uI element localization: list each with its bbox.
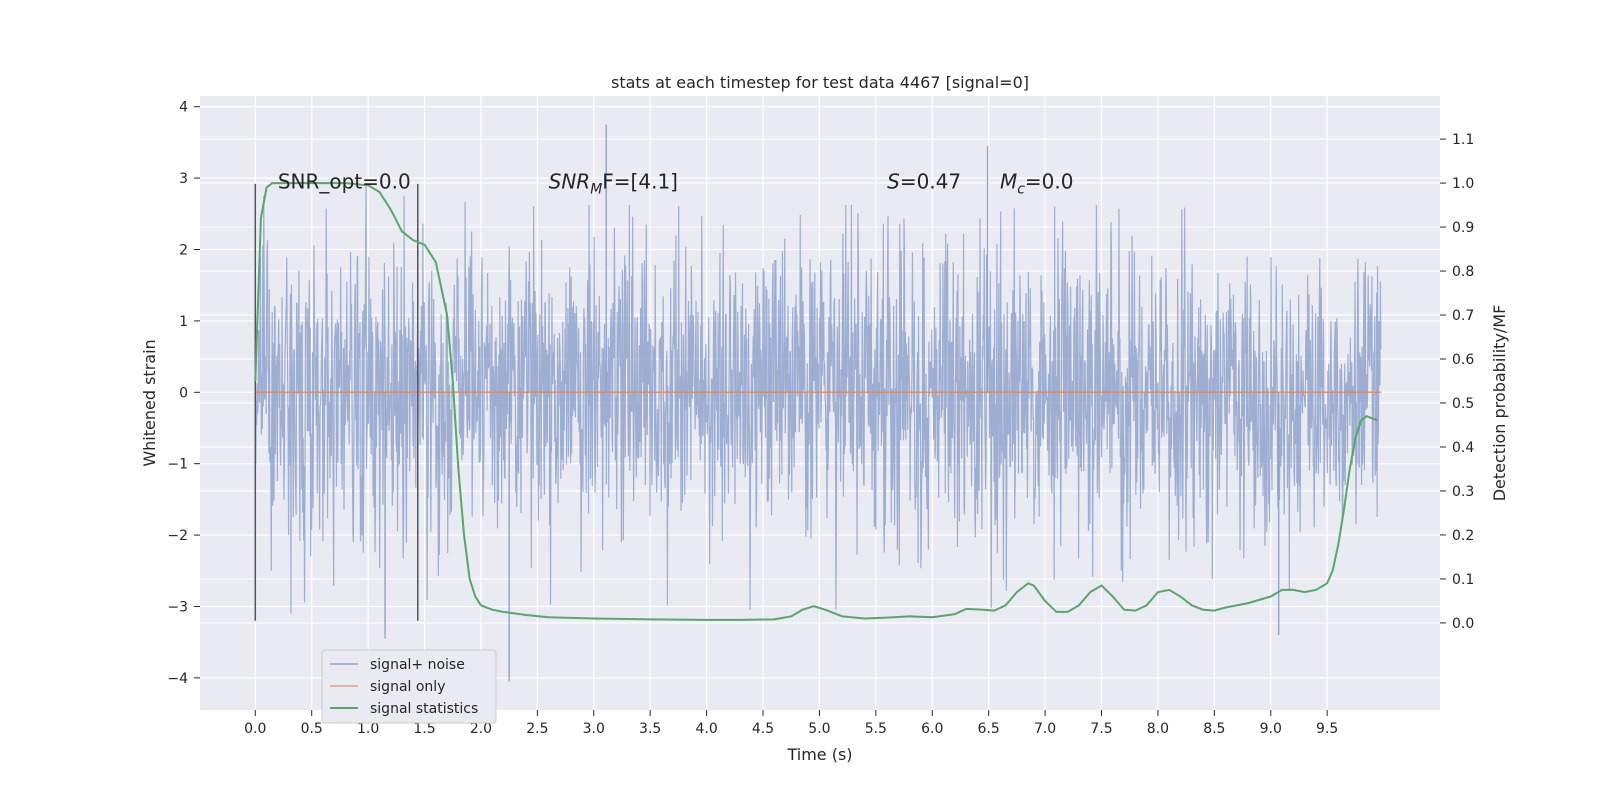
- y-tick-label: 3: [179, 171, 188, 187]
- x-tick-label: 9.5: [1316, 721, 1338, 737]
- x-tick-label: 0.0: [244, 721, 266, 737]
- annotations: SNR_opt=0.0 SNRMF=[4.1] S=0.47 Mc=0.0: [278, 170, 1074, 198]
- x-tick-label: 8.0: [1147, 721, 1169, 737]
- y2-tick-label: 1.1: [1452, 132, 1474, 148]
- x-tick-label: 5.5: [865, 721, 887, 737]
- x-tick-label: 7.0: [1034, 721, 1056, 737]
- statistics-line: [254, 182, 1379, 621]
- chart-title: stats at each timestep for test data 446…: [611, 73, 1029, 92]
- annotation-0: SNR_opt=0.0: [278, 170, 411, 194]
- series-signal-plus-noise: [254, 124, 1382, 682]
- y2-tick-label: 0.8: [1452, 264, 1474, 280]
- x-tick-label: 3.0: [583, 721, 605, 737]
- y2-tick-label: 0.0: [1452, 616, 1474, 632]
- y2-tick-label: 0.5: [1452, 396, 1474, 412]
- y2-tick-label: 0.7: [1452, 308, 1474, 324]
- annotation-symbol: S: [887, 170, 900, 194]
- x-tick-label: 1.0: [357, 721, 379, 737]
- annotation-subscript: M: [590, 182, 602, 198]
- x-tick-label: 2.0: [470, 721, 492, 737]
- annotation-2: S=0.47: [887, 170, 961, 194]
- annotation-value: =0.0: [1025, 170, 1074, 194]
- y-tick-label: 4: [179, 100, 188, 116]
- marker-lines: [254, 183, 419, 621]
- y2-tick-label: 0.4: [1452, 440, 1474, 456]
- x-tick-label: 8.5: [1203, 721, 1225, 737]
- y-tick-label: −3: [167, 599, 188, 615]
- y-tick-label: 0: [179, 385, 188, 401]
- x-tick-label: 4.5: [752, 721, 774, 737]
- y2-tick-label: 0.2: [1452, 528, 1474, 544]
- y-tick-label: −2: [167, 528, 188, 544]
- y2-tick-label: 0.1: [1452, 572, 1474, 588]
- y-tick-label: 2: [179, 243, 188, 259]
- y2-tick-label: 0.9: [1452, 220, 1474, 236]
- x-tick-label: 5.0: [808, 721, 830, 737]
- legend-label-signal-plus-noise: signal+ noise: [370, 657, 465, 673]
- legend-label-signal-only: signal only: [370, 679, 445, 695]
- x-tick-label: 9.0: [1260, 721, 1282, 737]
- x-tick-label: 7.5: [1090, 721, 1112, 737]
- x-tick-label: 2.5: [526, 721, 548, 737]
- y-axis-label: Whitened strain: [140, 339, 159, 466]
- annotation-1: SNRMF=[4.1]: [549, 170, 678, 198]
- legend-label-signal-statistics: signal statistics: [370, 701, 478, 717]
- x-tick-label: 6.0: [921, 721, 943, 737]
- y2-axis-ticks: 0.0 0.1 0.2 0.3 0.4 0.5 0.6 0.7 0.8 0.9 1.0 1.1: [1440, 132, 1474, 632]
- annotation-symbol: M: [1000, 170, 1017, 194]
- annotation-symbol: SNR: [549, 170, 591, 194]
- y2-tick-label: 0.3: [1452, 484, 1474, 500]
- series-signal-statistics: [254, 182, 1379, 621]
- x-axis-label: Time (s): [786, 745, 852, 764]
- y-tick-label: −1: [167, 457, 188, 473]
- x-tick-label: 1.5: [413, 721, 435, 737]
- y-axis-ticks: −4 −3 −2 −1 0 1 2 3 4: [167, 100, 200, 687]
- x-tick-label: 6.5: [978, 721, 1000, 737]
- x-tick-label: 3.5: [639, 721, 661, 737]
- y2-axis-label: Detection probability/MF: [1490, 305, 1509, 502]
- annotation-subscript: c: [1017, 182, 1025, 198]
- y-tick-label: −4: [167, 671, 188, 687]
- annotation-value: F=[4.1]: [602, 170, 678, 194]
- legend: signal+ noise signal only signal statist…: [321, 649, 497, 724]
- y2-tick-label: 0.6: [1452, 352, 1474, 368]
- y-tick-label: 1: [179, 314, 188, 330]
- y2-tick-label: 1.0: [1452, 176, 1474, 192]
- x-tick-label: 4.0: [695, 721, 717, 737]
- x-tick-label: 0.5: [301, 721, 323, 737]
- x-axis-ticks: 0.0 0.5 1.0 1.5 2.0 2.5 3.0 3.5 4.0 4.5 5.0 5.5 6.0 6…: [244, 710, 1338, 737]
- legend-box: [321, 649, 497, 724]
- noise-trace: [254, 185, 1382, 614]
- annotation-value: =0.47: [900, 170, 961, 194]
- annotation-3: Mc=0.0: [1000, 170, 1074, 198]
